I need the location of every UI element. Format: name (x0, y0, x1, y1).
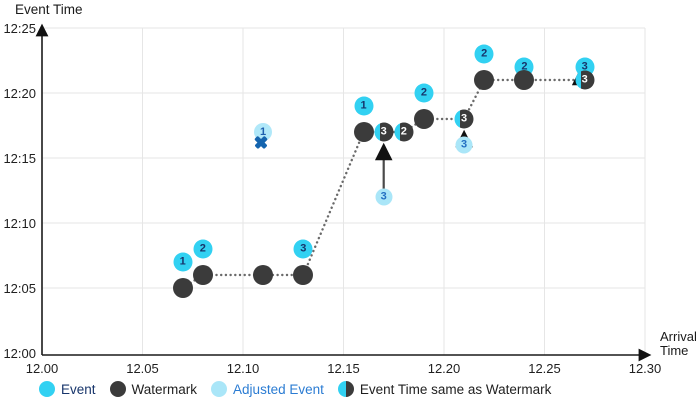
y-axis-title: Event Time (15, 2, 83, 17)
x-tick-label: 12.00 (25, 361, 59, 376)
watermark-marker (253, 265, 274, 285)
adjusted-event-marker: 3 (455, 136, 473, 154)
watermark-legend-swatch-icon (109, 381, 126, 397)
event-marker: 2 (414, 83, 434, 103)
y-tick-label: 12:10 (3, 216, 36, 231)
watermark-marker (474, 70, 495, 90)
watermark-marker (293, 265, 314, 285)
watermark-marker (413, 109, 434, 129)
legend-label: Event Time same as Watermark (359, 381, 552, 397)
adjusted-event-marker: 3 (375, 188, 393, 206)
event-marker: 3 (293, 239, 313, 259)
y-tick-label: 12:25 (3, 21, 36, 36)
watermark-dotted-line (181, 78, 576, 290)
watermark-marker (353, 122, 374, 142)
legend: Event Watermark Adjusted Event Event Time s… (39, 381, 551, 397)
adjusted-legend-swatch-icon (211, 381, 228, 397)
event-marker: 1 (354, 96, 374, 116)
x-tick-label: 12.05 (126, 361, 159, 376)
x-axis-title-line: Time (660, 343, 689, 358)
event-same-as-watermark-marker: 2 (394, 122, 414, 142)
event-same-as-watermark-marker: 3 (374, 122, 394, 142)
legend-label: Watermark (131, 381, 198, 397)
legend-item-event: Event (39, 381, 96, 397)
event-marker: 2 (193, 239, 213, 259)
event-same-as-watermark-marker: 3 (454, 109, 474, 129)
watermark-marker (514, 70, 535, 90)
y-tick-label: 12:05 (3, 281, 36, 296)
x-tick-label: 12.10 (226, 361, 260, 376)
legend-item-watermark: Watermark (109, 381, 198, 397)
y-tick-label: 12:00 (3, 346, 36, 361)
x-tick-label: 12.20 (427, 361, 461, 376)
legend-label: Event (61, 381, 96, 397)
event-same-as-watermark-marker: 3 (575, 70, 595, 90)
watermark-marker (172, 278, 193, 298)
x-axis-title-line: Arrival (660, 329, 696, 344)
x-axis-title: Arrival Time (660, 330, 696, 358)
event-marker: 2 (474, 44, 494, 64)
legend-item-same: Event Time same as Watermark (337, 381, 552, 397)
dropped-event-x-icon (253, 134, 269, 150)
legend-label: Adjusted Event (233, 381, 324, 397)
same-legend-swatch-icon (337, 381, 354, 397)
watermark-marker (192, 265, 213, 285)
x-tick-label: 12.25 (528, 361, 561, 376)
y-tick-label: 12:15 (3, 151, 36, 166)
legend-item-adjusted: Adjusted Event (211, 381, 324, 397)
event-legend-swatch-icon (39, 381, 55, 397)
event-marker: 1 (173, 252, 193, 272)
y-tick-label: 12:20 (3, 86, 36, 101)
x-tick-label: 12.30 (628, 361, 662, 376)
x-tick-label: 12.15 (327, 361, 360, 376)
